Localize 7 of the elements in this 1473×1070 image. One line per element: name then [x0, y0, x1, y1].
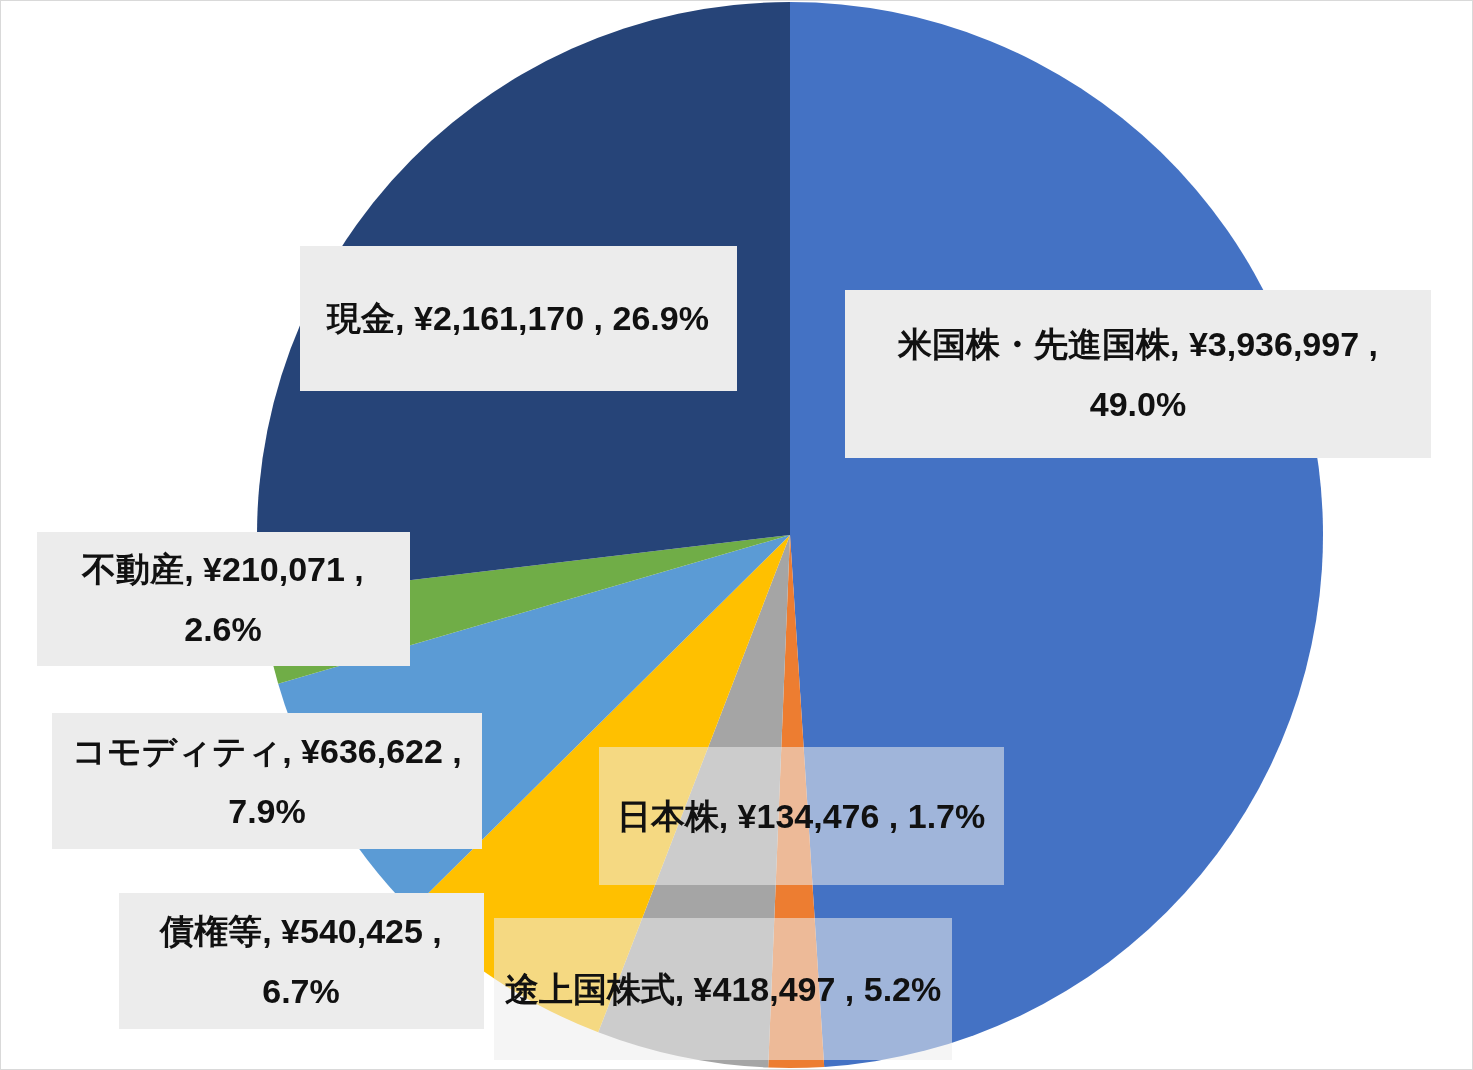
slice-label: 日本株, ¥134,476 , 1.7% [616, 796, 986, 837]
slice-label: 不動産, ¥210,071 , 2.6% [80, 549, 365, 650]
slice-label: 途上国株式, ¥418,497 , 5.2% [504, 969, 942, 1010]
slice-label: 米国株・先進国株, ¥3,936,997 , 49.0% [897, 324, 1379, 425]
slice-label: 現金, ¥2,161,170 , 26.9% [327, 298, 709, 339]
slice-label: 債権等, ¥540,425 , 6.7% [158, 911, 443, 1012]
slice-label: コモディティ, ¥636,622 , 7.9% [71, 731, 463, 832]
